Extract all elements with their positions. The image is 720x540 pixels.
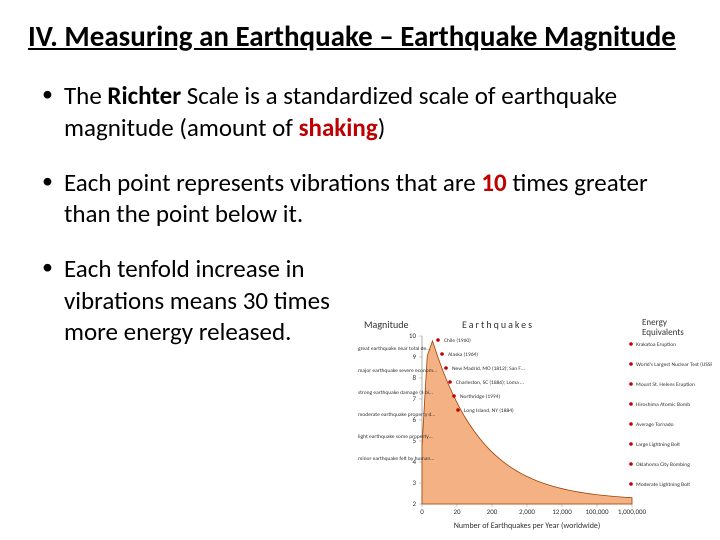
svg-text:great earthquake near total de: great earthquake near total de… (358, 346, 430, 352)
magnitude-chart: Magnitude Earthquakes Energy Equivalents… (352, 314, 712, 532)
svg-text:Hiroshima Atomic Bomb: Hiroshima Atomic Bomb (636, 402, 690, 408)
bullet-3: Each tenfold increase in vibrations mean… (42, 253, 362, 347)
svg-text:12,000: 12,000 (552, 507, 572, 516)
svg-text:100,000: 100,000 (585, 507, 608, 516)
svg-text:Chile (1960): Chile (1960) (444, 337, 471, 344)
svg-text:10: 10 (409, 331, 417, 340)
bullet-2-pre: Each point represents vibrations that ar… (64, 167, 481, 198)
richter-term: Richter (107, 80, 181, 111)
bullet-3-text: Each tenfold increase in vibrations mean… (64, 253, 330, 347)
svg-text:200: 200 (487, 507, 498, 516)
chart-energy-label: Energy Equivalents (642, 318, 702, 338)
bullet-list: The Richter Scale is a standardized scal… (28, 80, 692, 347)
bullet-1-pre: The (64, 80, 107, 111)
svg-text:Moderate Lightning Bolt: Moderate Lightning Bolt (636, 482, 690, 488)
chart-magnitude-label: Magnitude (364, 318, 408, 331)
svg-text:Mount St. Helens Eruption: Mount St. Helens Eruption (636, 382, 695, 388)
svg-text:Krakatoa Eruption: Krakatoa Eruption (636, 342, 676, 348)
svg-text:0: 0 (420, 507, 424, 516)
svg-text:strong earthquake damage ($ bi: strong earthquake damage ($ bi… (358, 389, 433, 396)
bullet-1-post: ) (378, 112, 386, 143)
svg-text:light earthquake some property: light earthquake some property… (358, 434, 433, 440)
bullet-2: Each point represents vibrations that ar… (42, 167, 692, 230)
svg-text:Large Lightning Bolt: Large Lightning Bolt (636, 442, 680, 448)
svg-text:major earthquake severe econom: major earthquake severe econom… (358, 368, 437, 374)
shaking-term: shaking (299, 112, 378, 143)
svg-text:3: 3 (412, 478, 416, 487)
svg-text:minor earthquake felt by human: minor earthquake felt by human… (358, 456, 434, 462)
svg-text:New Madrid, MO (1812); San F…: New Madrid, MO (1812); San F… (452, 365, 525, 372)
svg-text:Average Tornado: Average Tornado (636, 422, 674, 428)
svg-text:20: 20 (453, 507, 461, 516)
svg-text:World's Largest Nuclear Test (: World's Largest Nuclear Test (USSR) (636, 361, 712, 368)
svg-text:9: 9 (412, 352, 416, 361)
chart-earthquakes-label: Earthquakes (462, 318, 534, 331)
svg-text:8: 8 (412, 373, 416, 382)
svg-text:Number of Earthquakes per Year: Number of Earthquakes per Year (worldwid… (454, 521, 601, 531)
svg-text:2,000: 2,000 (519, 507, 535, 516)
slide-title: IV. Measuring an Earthquake – Earthquake… (28, 18, 692, 54)
svg-text:Alaska (1964): Alaska (1964) (448, 351, 478, 358)
svg-text:Long Island, NY (1884): Long Island, NY (1884) (464, 407, 514, 414)
svg-text:2: 2 (412, 499, 416, 508)
svg-text:1,000,000: 1,000,000 (618, 507, 647, 516)
bullet-1: The Richter Scale is a standardized scal… (42, 80, 692, 143)
chart-svg: 10987654320202002,00012,000100,0001,000,… (352, 314, 712, 532)
ten-term: 10 (481, 167, 506, 198)
svg-text:Charleston, SC (1886); Loma …: Charleston, SC (1886); Loma … (456, 379, 524, 386)
svg-text:Northridge (1994): Northridge (1994) (460, 393, 501, 400)
svg-text:Oklahoma City Bombing: Oklahoma City Bombing (636, 462, 690, 468)
svg-text:moderate earthquake property d: moderate earthquake property d… (358, 412, 435, 418)
